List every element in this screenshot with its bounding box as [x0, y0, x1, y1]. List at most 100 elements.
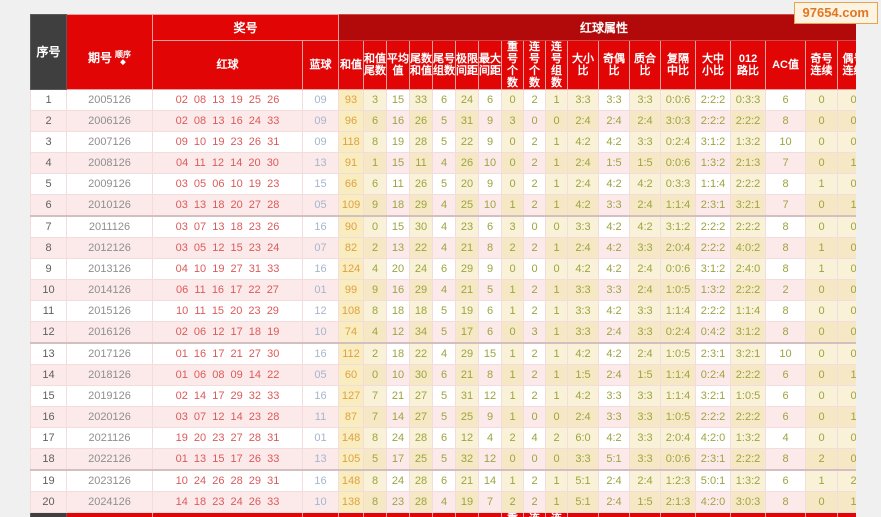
attr-cell-16: 7 — [765, 194, 807, 217]
blue-ball-cell: 09 — [301, 89, 340, 111]
blue-ball-cell: 15 — [301, 173, 340, 195]
attr-cell-0: 91 — [338, 152, 365, 174]
attr-cell-15: 1:3:2 — [730, 427, 767, 449]
attr-cell-14: 4:2:0 — [695, 491, 732, 513]
attr-cell-11: 3:3 — [598, 279, 631, 301]
serial-cell: 18 — [30, 448, 67, 471]
column-header-attr-9: 连号 组数 — [545, 512, 569, 517]
draw-row-2014126: 10 2014126 06 11 16 17 22 27 01 99 9 16 29 4 21 5 1… — [30, 279, 856, 301]
attr-cell-17: 0 — [805, 406, 839, 428]
attr-cell-4: 4 — [432, 237, 457, 259]
attr-cell-1: 3 — [363, 89, 388, 111]
attr-cell-13: 0:3:3 — [660, 173, 697, 195]
period-cell: 2006126 — [66, 110, 153, 132]
attr-cell-8: 2 — [523, 237, 547, 259]
column-header-attr-1: 和值 尾数 — [363, 512, 388, 517]
attr-cell-17: 0 — [805, 215, 839, 238]
blue-ball-cell: 16 — [301, 342, 340, 365]
attr-cell-7: 2 — [501, 427, 525, 449]
attr-cell-13: 0:0:6 — [660, 448, 697, 471]
attr-cell-12: 2:4 — [629, 279, 662, 301]
attr-cell-17: 1 — [805, 469, 839, 492]
attr-cell-13: 3:1:2 — [660, 215, 697, 238]
group-header-prize-number: 奖号 — [151, 14, 340, 41]
attr-cell-14: 1:1:4 — [695, 173, 732, 195]
attr-cell-4: 4 — [432, 215, 457, 238]
column-header-attr-17: 奇号 连续 — [805, 40, 839, 90]
attr-cell-2: 11 — [386, 173, 411, 195]
attr-cell-10: 4:2 — [567, 131, 600, 153]
attr-cell-9: 1 — [545, 385, 569, 407]
attr-cell-5: 21 — [455, 469, 480, 492]
attr-cell-11: 2:4 — [598, 321, 631, 344]
attr-cell-1: 1 — [363, 152, 388, 174]
attr-cell-0: 74 — [338, 321, 365, 344]
attr-cell-3: 11 — [409, 152, 434, 174]
serial-cell: 8 — [30, 237, 67, 259]
attr-cell-0: 105 — [338, 448, 365, 471]
attr-cell-11: 3:3 — [598, 406, 631, 428]
attr-cell-17: 0 — [805, 364, 839, 386]
attr-cell-2: 14 — [386, 406, 411, 428]
attr-cell-12: 3:3 — [629, 448, 662, 471]
attr-cell-12: 2:4 — [629, 110, 662, 132]
draw-row-2015126: 11 2015126 10 11 15 20 23 29 12 108 8 18 18 5 19 6… — [30, 300, 856, 322]
attr-cell-4: 6 — [432, 89, 457, 111]
attr-cell-3: 26 — [409, 173, 434, 195]
attr-cell-17: 1 — [805, 237, 839, 259]
attr-cell-4: 5 — [432, 110, 457, 132]
column-header-attr-3: 尾数 和值 — [409, 512, 434, 517]
attr-cell-9: 0 — [545, 110, 569, 132]
serial-cell: 10 — [30, 279, 67, 301]
attr-cell-15: 3:2:1 — [730, 194, 767, 217]
attr-cell-1: 0 — [363, 364, 388, 386]
attr-cell-2: 15 — [386, 89, 411, 111]
blue-ball-cell: 16 — [301, 385, 340, 407]
draw-row-2008126: 4 2008126 04 11 12 14 20 30 13 91 1 15 11 4 26 10 0… — [30, 152, 856, 174]
attr-cell-11: 3:3 — [598, 194, 631, 217]
attr-cell-9: 1 — [545, 194, 569, 217]
period-cell: 2013126 — [66, 258, 153, 280]
attr-cell-18: 0 — [837, 89, 856, 111]
attr-cell-11: 2:4 — [598, 364, 631, 386]
attr-cell-14: 3:1:2 — [695, 258, 732, 280]
attr-cell-9: 1 — [545, 279, 569, 301]
attr-cell-17: 0 — [805, 385, 839, 407]
attr-cell-11: 1:5 — [598, 152, 631, 174]
attr-cell-12: 4:2 — [629, 173, 662, 195]
column-header-attr-10: 大小 比 — [567, 40, 600, 90]
attr-cell-9: 1 — [545, 152, 569, 174]
draw-row-2012126: 8 2012126 03 05 12 15 23 24 07 82 2 13 22 4 21 8 2 2… — [30, 237, 856, 259]
blue-ball-cell: 13 — [301, 448, 340, 471]
attr-cell-7: 0 — [501, 131, 525, 153]
attr-cell-18: 0 — [837, 110, 856, 132]
attr-cell-11: 4:2 — [598, 427, 631, 449]
attr-cell-12: 1:5 — [629, 152, 662, 174]
attr-cell-13: 0:0:6 — [660, 89, 697, 111]
blue-ball-cell: 07 — [301, 237, 340, 259]
attr-cell-10: 3:3 — [567, 215, 600, 238]
attr-cell-2: 23 — [386, 491, 411, 513]
draw-row-2022126: 18 2022126 01 13 15 17 26 33 13 105 5 17 25 5 32 1… — [30, 448, 856, 471]
attr-cell-10: 1:5 — [567, 364, 600, 386]
attr-cell-5: 24 — [455, 89, 480, 111]
column-header-period[interactable]: 期号 顺序 ◆ — [66, 14, 153, 90]
attr-cell-6: 6 — [478, 89, 503, 111]
attr-cell-16: 10 — [765, 342, 807, 365]
attr-cell-10: 4:2 — [567, 258, 600, 280]
attr-cell-5: 29 — [455, 342, 480, 365]
red-balls-cell: 02 06 12 17 18 19 — [152, 321, 303, 344]
attr-cell-0: 90 — [338, 215, 365, 238]
attr-cell-10: 2:4 — [567, 237, 600, 259]
attr-cell-17: 0 — [805, 491, 839, 513]
sort-control[interactable]: 顺序 ◆ — [115, 50, 131, 66]
attr-cell-3: 29 — [409, 279, 434, 301]
attr-cell-5: 21 — [455, 237, 480, 259]
attr-cell-11: 4:2 — [598, 215, 631, 238]
attr-cell-5: 25 — [455, 406, 480, 428]
attr-cell-14: 2:3:1 — [695, 342, 732, 365]
red-balls-cell: 19 20 23 27 28 31 — [152, 427, 303, 449]
attr-cell-8: 2 — [523, 89, 547, 111]
attr-cell-7: 1 — [501, 406, 525, 428]
attr-cell-8: 2 — [523, 131, 547, 153]
